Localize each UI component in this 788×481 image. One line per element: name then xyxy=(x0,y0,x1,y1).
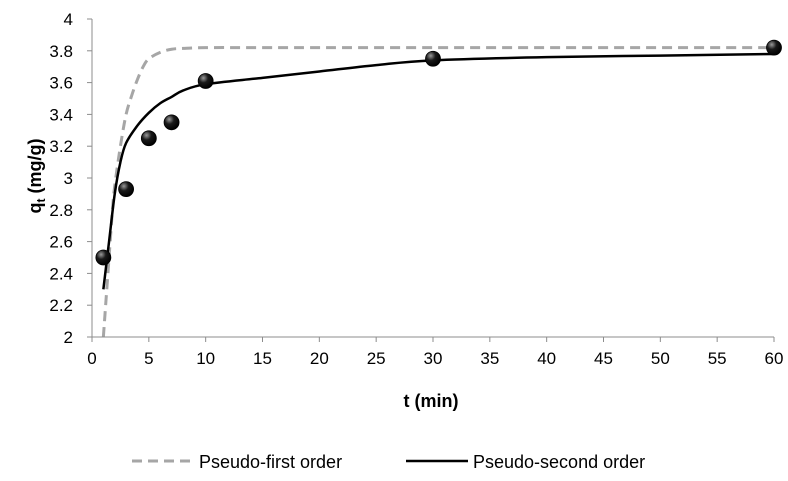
y-tick-label: 3.2 xyxy=(49,137,73,156)
x-tick-label: 45 xyxy=(594,349,613,368)
series-line-pseudo-first-order xyxy=(101,46,774,337)
x-tick-label: 10 xyxy=(196,349,215,368)
x-tick-label: 35 xyxy=(480,349,499,368)
data-point xyxy=(95,249,112,266)
x-tick-label: 25 xyxy=(367,349,386,368)
legend-label: Pseudo-first order xyxy=(199,452,342,472)
x-tick-label: 15 xyxy=(253,349,272,368)
x-tick-label: 50 xyxy=(651,349,670,368)
x-tick-label: 0 xyxy=(87,349,96,368)
y-tick-label: 3.4 xyxy=(49,105,73,124)
y-tick-label: 3.6 xyxy=(49,74,73,93)
data-point xyxy=(766,39,782,56)
data-point xyxy=(425,50,441,67)
x-tick-label: 40 xyxy=(537,349,556,368)
x-tick-label: 5 xyxy=(144,349,153,368)
y-axis-label: qt (mg/g) xyxy=(25,139,48,214)
y-tick-label: 2.8 xyxy=(49,201,73,220)
y-axis-label-unit: (mg/g) xyxy=(25,139,45,199)
x-tick-label: 30 xyxy=(424,349,443,368)
x-tick-label: 20 xyxy=(310,349,329,368)
y-axis-label-main: q xyxy=(25,203,45,214)
x-axis-label: t (min) xyxy=(404,391,459,411)
y-tick-label: 3 xyxy=(64,169,73,188)
axes: 0 5 10 15 20 25 30 35 40 45 50 55 60 2 2.2 2.4 2.6 2.8 3 3.… xyxy=(49,10,783,368)
data-point xyxy=(140,130,157,147)
plot-area xyxy=(95,39,782,337)
legend-label: Pseudo-second order xyxy=(473,452,645,472)
x-tick-label: 60 xyxy=(765,349,784,368)
data-point xyxy=(118,181,134,198)
x-tick-label: 55 xyxy=(708,349,727,368)
data-point xyxy=(197,73,214,89)
series-line-pseudo-second-order xyxy=(102,52,774,290)
y-tick-label: 3.8 xyxy=(49,42,73,61)
y-tick-label: 2.4 xyxy=(49,264,73,283)
y-tick-label: 2 xyxy=(64,328,73,347)
y-tick-label: 4 xyxy=(64,10,73,29)
y-tick-label: 2.2 xyxy=(49,296,73,315)
legend: Pseudo-first order Pseudo-second order xyxy=(132,452,645,472)
y-axis-label-subscript: t xyxy=(34,199,48,203)
y-tick-label: 2.6 xyxy=(49,233,73,252)
data-point xyxy=(163,114,180,131)
